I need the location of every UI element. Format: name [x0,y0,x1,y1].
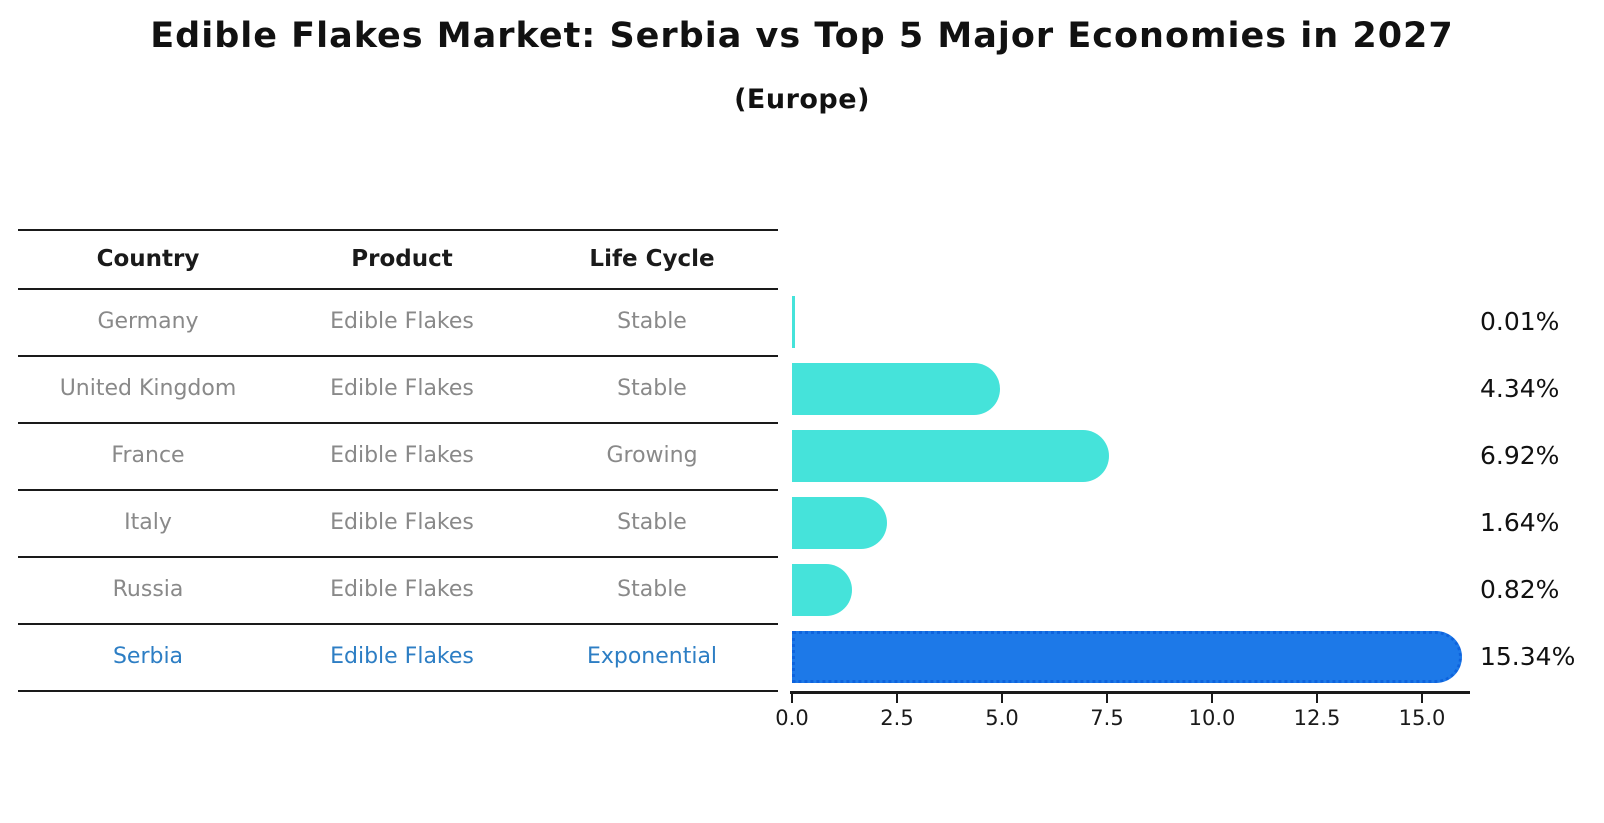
bar-united-kingdom [792,362,1001,415]
bar-germany [792,295,795,348]
cell-product: Edible Flakes [330,309,474,334]
x-tick-label: 0.0 [775,706,809,730]
col-header-product: Product [351,245,453,272]
table-row-highlight: Serbia Edible Flakes Exponential [18,623,778,690]
table-row: France Edible Flakes Growing [18,422,778,489]
x-tick-label: 10.0 [1188,706,1236,730]
bar-france [792,429,1109,482]
cell-product: Edible Flakes [330,577,474,602]
value-label: 0.82% [1480,575,1560,604]
cell-life-cycle: Stable [617,510,687,535]
cell-country: Serbia [112,644,184,669]
table-row: Russia Edible Flakes Stable [18,556,778,623]
table-header-rule [18,288,778,290]
cell-country: France [111,443,185,468]
x-tick-label: 15.0 [1398,706,1446,730]
bar-russia [792,563,853,616]
col-header-country: Country [96,245,200,272]
table-row-rule [18,556,778,558]
cell-life-cycle: Stable [617,309,687,334]
cell-country: Russia [112,577,184,602]
table-row-rule [18,623,778,625]
table-bottom-rule [18,690,778,692]
bar-italy [792,496,887,549]
table-row: Germany Edible Flakes Stable [18,288,778,355]
cell-life-cycle: Exponential [586,644,718,669]
cell-country: Germany [97,309,199,334]
table-row-rule [18,355,778,357]
value-label: 1.64% [1480,508,1560,537]
chart-title: Edible Flakes Market: Serbia vs Top 5 Ma… [150,16,1454,56]
table-row: United Kingdom Edible Flakes Stable [18,355,778,422]
cell-product: Edible Flakes [330,510,474,535]
value-label: 0.01% [1480,307,1560,336]
bar-serbia-highlight [792,630,1463,683]
chart-subtitle: (Europe) [734,84,870,115]
x-tick-label: 2.5 [880,706,914,730]
value-label: 15.34% [1480,642,1576,671]
table-header-row: Country Product Life Cycle [18,229,778,288]
table-row: Italy Edible Flakes Stable [18,489,778,556]
x-tick [1001,694,1003,703]
cell-life-cycle: Growing [606,443,698,468]
cell-life-cycle: Stable [617,577,687,602]
x-tick [1316,694,1318,703]
x-tick-label: 5.0 [985,706,1019,730]
cell-product: Edible Flakes [330,644,474,669]
col-header-life-cycle: Life Cycle [589,245,715,272]
cell-product: Edible Flakes [330,443,474,468]
cell-life-cycle: Stable [617,376,687,401]
cell-country: United Kingdom [59,376,237,401]
cell-country: Italy [124,510,172,535]
x-axis-line [790,691,1470,694]
table-row-rule [18,422,778,424]
x-tick [1211,694,1213,703]
table-top-rule [18,229,778,231]
x-tick [1106,694,1108,703]
cell-product: Edible Flakes [330,376,474,401]
x-tick [791,694,793,703]
table-row-rule [18,489,778,491]
x-tick [1421,694,1423,703]
x-tick [896,694,898,703]
x-tick-label: 12.5 [1293,706,1341,730]
value-label: 6.92% [1480,441,1560,470]
x-tick-label: 7.5 [1090,706,1124,730]
value-label: 4.34% [1480,374,1560,403]
